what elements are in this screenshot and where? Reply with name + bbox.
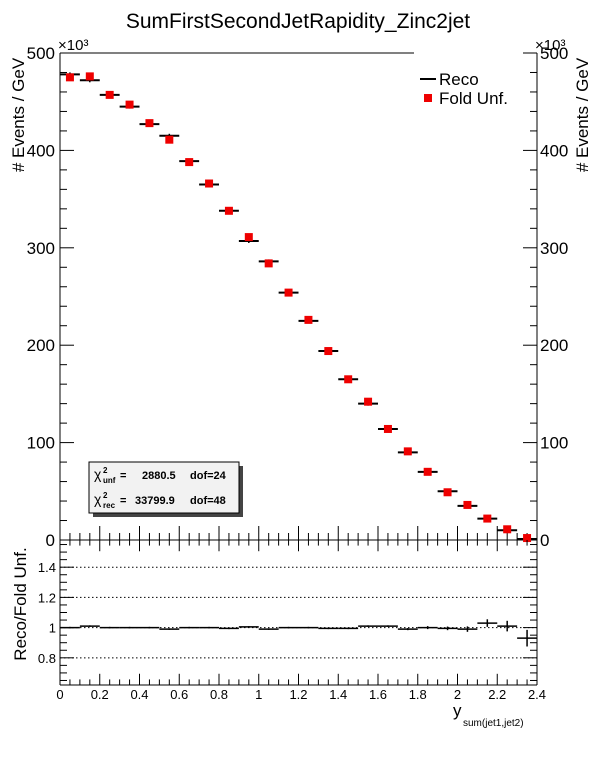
fold-unf-point [244, 233, 253, 242]
legend-reco-label: Reco [439, 70, 479, 89]
bottom-axes: 0 0.2 0.4 0.6 0.8 1 1.2 1.4 1.6 1.8 2 2.2 2.4 0.8 1 1.2… [38, 540, 546, 702]
bottom-y-axis-label: Reco/Fold Unf. [11, 547, 30, 660]
top-y-tick-label: 200 [27, 336, 55, 355]
x-tick-label: 1.6 [369, 687, 387, 702]
bottom-y-tick-label: 1 [49, 621, 56, 636]
fold-unf-point [324, 347, 333, 356]
x-axis-label: y [453, 701, 462, 720]
fold-unf-point [443, 488, 452, 497]
x-tick-label: 2 [454, 687, 461, 702]
top-y-tick-label-right: 400 [540, 141, 568, 160]
svg-text:2: 2 [103, 466, 108, 475]
fold-unf-point [423, 467, 432, 476]
fold-unf-point [463, 500, 472, 509]
bottom-y-tick-label: 1.2 [38, 590, 56, 605]
top-y-tick-label-right: 0 [540, 531, 549, 550]
top-data-marks [60, 72, 537, 543]
top-y-tick-label: 0 [46, 531, 55, 550]
chi2-rec-label: rec [103, 501, 116, 510]
fold-unf-point [344, 375, 353, 384]
chi2-unf-dof: dof=24 [190, 470, 227, 482]
x-tick-label: 0.4 [130, 687, 148, 702]
fold-unf-point [85, 72, 94, 81]
x-tick-label: 0.6 [170, 687, 188, 702]
bottom-y-tick-label: 1.4 [38, 560, 56, 575]
top-y-tick-label: 400 [27, 141, 55, 160]
svg-text:2: 2 [103, 491, 108, 500]
svg-text:χ: χ [94, 491, 102, 507]
x-tick-label: 2.4 [528, 687, 546, 702]
fold-unf-point [304, 315, 313, 324]
bottom-y-tick-label: 0.8 [38, 651, 56, 666]
fold-unf-point [523, 534, 532, 543]
legend-fold-marker [424, 94, 432, 102]
x-tick-label: 1.8 [409, 687, 427, 702]
fold-unf-point [65, 73, 74, 82]
fold-unf-point [383, 424, 392, 433]
top-y-axis-label: # Events / GeV [9, 57, 28, 172]
fold-unf-point [364, 397, 373, 406]
x-tick-label: 1.2 [289, 687, 307, 702]
top-y-axis-label-right: # Events / GeV [573, 57, 592, 172]
x-tick-label: 0 [56, 687, 63, 702]
svg-text:χ: χ [94, 466, 102, 482]
chi2-stats-box: χ 2 unf = 2880.5 dof=24 χ 2 rec = 33799.… [88, 461, 243, 517]
x-axis-label-subscript: sum(jet1,jet2) [463, 718, 524, 729]
top-y-tick-label-right: 200 [540, 336, 568, 355]
chart-title: SumFirstSecondJetRapidity_Zinc2jet [126, 10, 470, 33]
svg-text:=: = [120, 470, 126, 482]
fold-unf-point [145, 119, 154, 128]
top-y-tick-label: 500 [27, 44, 55, 63]
svg-text:=: = [120, 495, 126, 507]
fold-unf-point [185, 158, 194, 167]
top-y-tick-label-right: 100 [540, 434, 568, 453]
fold-unf-point [483, 514, 492, 523]
top-y-tick-label-right: 300 [540, 239, 568, 258]
x-tick-label: 0.8 [210, 687, 228, 702]
top-y-tick-label: 300 [27, 239, 55, 258]
fold-unf-point [284, 288, 293, 297]
fold-unf-point [224, 206, 233, 215]
fold-unf-point [125, 100, 134, 109]
top-axes: 0 0 100 100 200 200 300 300 400 400 500 500 [27, 44, 569, 550]
fold-unf-point [503, 525, 512, 534]
legend: Reco Fold Unf. [420, 70, 508, 108]
chi2-unf-value: 2880.5 [142, 470, 176, 482]
y-multiplier-left: ×10³ [58, 37, 88, 54]
x-tick-label: 0.2 [91, 687, 109, 702]
fold-unf-point [165, 135, 174, 144]
top-y-tick-label-right: 500 [540, 44, 568, 63]
x-tick-label: 2.2 [488, 687, 506, 702]
bottom-panel-frame [59, 540, 538, 686]
y-multiplier-right: ×10³ [535, 37, 565, 54]
fold-unf-point [105, 90, 114, 99]
fold-unf-point [264, 259, 273, 268]
legend-fold-label: Fold Unf. [439, 89, 508, 108]
chi2-unf-label: unf [103, 476, 116, 485]
top-y-tick-label: 100 [27, 434, 55, 453]
x-tick-label: 1.4 [329, 687, 347, 702]
x-tick-label: 1 [255, 687, 262, 702]
fold-unf-point [403, 447, 412, 456]
fold-unf-point [205, 179, 214, 188]
ratio-data-marks [60, 619, 537, 647]
chi2-rec-value: 33799.9 [135, 495, 175, 507]
chi2-rec-dof: dof=48 [190, 495, 226, 507]
